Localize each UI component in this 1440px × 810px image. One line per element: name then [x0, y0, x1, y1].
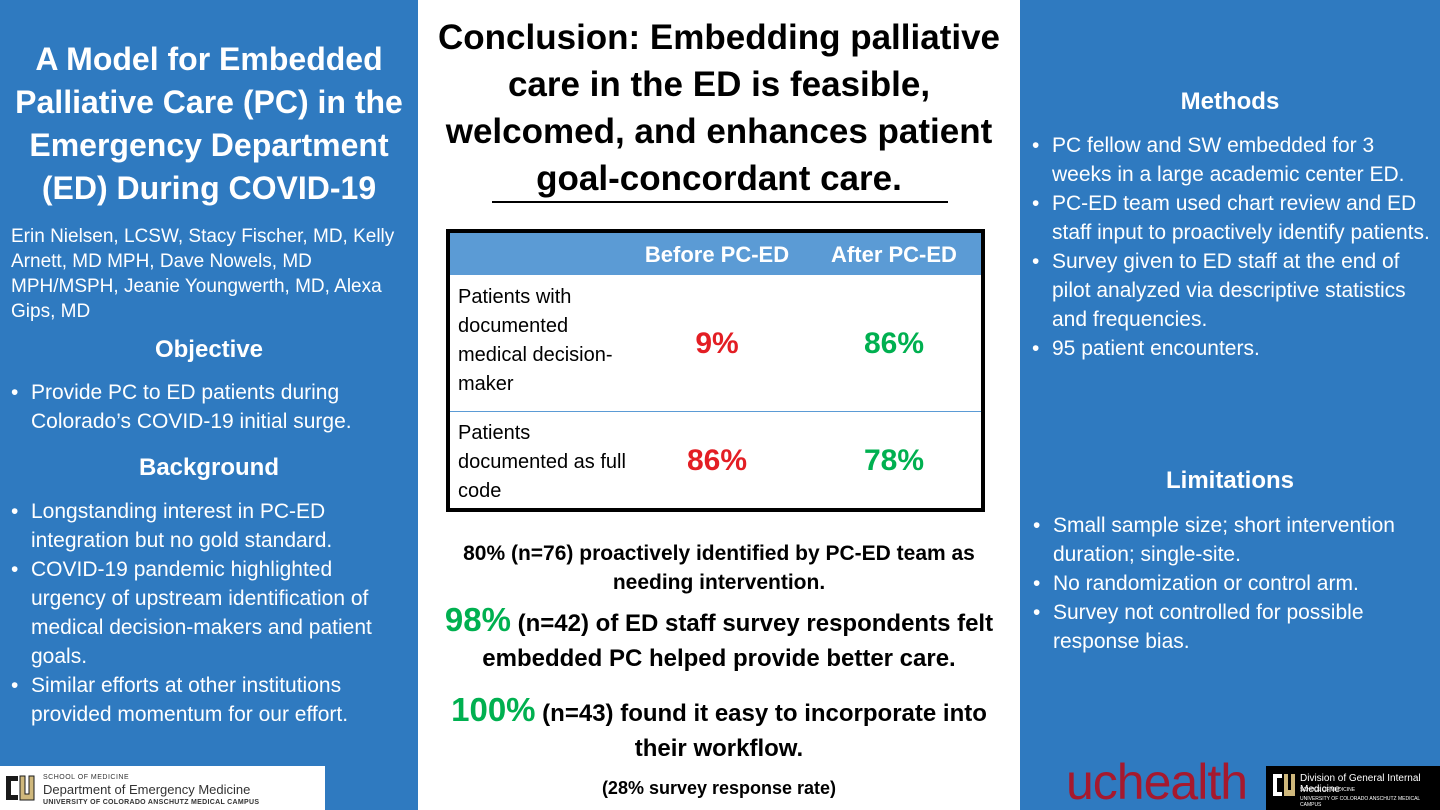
logo-department-label: Department of Emergency Medicine	[43, 782, 251, 797]
objective-list: Provide PC to ED patients during Colorad…	[11, 378, 411, 436]
cell-before-decision-maker: 9%	[695, 327, 739, 360]
stat-easy-workflow-text: (n=43) found it easy to incorporate into…	[535, 700, 987, 762]
column-header-before: Before PC-ED	[644, 242, 790, 267]
stat-better-care-percent: 98%	[444, 601, 511, 638]
cell-after-full-code: 78%	[863, 444, 925, 477]
objective-heading: Objective	[154, 336, 264, 363]
limitations-heading: Limitations	[1165, 467, 1294, 494]
cu-logo-icon	[1273, 774, 1295, 796]
list-item: Longstanding interest in PC-ED integrati…	[11, 497, 411, 555]
row-divider	[450, 411, 981, 412]
list-item: 95 patient encounters.	[1032, 334, 1430, 363]
stat-better-care-text: (n=42) of ED staff survey respondents fe…	[482, 610, 994, 672]
methods-list: PC fellow and SW embedded for 3 weeks in…	[1032, 131, 1430, 363]
author-list: Erin Nielsen, LCSW, Stacy Fischer, MD, K…	[11, 226, 395, 322]
cu-logo-icon	[3, 772, 35, 804]
column-header-after: After PC-ED	[831, 242, 957, 267]
center-panel: Conclusion: Embedding palliative care in…	[418, 0, 1020, 810]
limitations-list: Small sample size; short intervention du…	[1033, 511, 1430, 656]
list-item: Small sample size; short intervention du…	[1033, 511, 1430, 569]
logo-campus-label: UNIVERSITY OF COLORADO ANSCHUTZ MEDICAL …	[43, 799, 260, 806]
list-item: PC-ED team used chart review and ED staf…	[1032, 189, 1430, 247]
survey-footnote: (28% survey response rate)	[601, 778, 837, 798]
stat-easy-workflow: 100% (n=43) found it easy to incorporate…	[428, 692, 1010, 766]
dgim-division-label: Division of General Internal Medicine	[1300, 773, 1421, 795]
cell-before-full-code: 86%	[686, 444, 748, 477]
stat-better-care: 98% (n=42) of ED staff survey respondent…	[428, 602, 1010, 676]
stat-proactive-identification: 80% (n=76) proactively identified by PC-…	[463, 542, 975, 594]
table-header-row: Before PC-ED After PC-ED	[450, 233, 981, 275]
methods-heading: Methods	[1180, 88, 1280, 115]
background-list: Longstanding interest in PC-ED integrati…	[11, 497, 411, 729]
right-panel: Methods PC fellow and SW embedded for 3 …	[1020, 0, 1440, 810]
list-item: PC fellow and SW embedded for 3 weeks in…	[1032, 131, 1430, 189]
stat-easy-workflow-percent: 100%	[451, 691, 536, 728]
cell-after-decision-maker: 86%	[863, 327, 925, 360]
list-item: Survey given to ED staff at the end of p…	[1032, 247, 1430, 334]
logo-school-label: SCHOOL OF MEDICINE	[43, 774, 130, 781]
row-label-full-code: Patients documented as full code	[458, 422, 626, 502]
divider	[492, 201, 948, 203]
background-heading: Background	[138, 454, 279, 481]
list-item: Provide PC to ED patients during Colorad…	[11, 378, 411, 436]
dgim-campus-label: UNIVERSITY OF COLORADO ANSCHUTZ MEDICAL …	[1300, 796, 1421, 808]
results-table: Before PC-ED After PC-ED Patients with d…	[446, 229, 985, 512]
list-item: Survey not controlled for possible respo…	[1033, 598, 1430, 656]
list-item: COVID-19 pandemic highlighted urgency of…	[11, 555, 411, 671]
poster-title: A Model for Embedded Palliative Care (PC…	[15, 41, 403, 206]
conclusion-statement: Conclusion: Embedding palliative care in…	[438, 18, 1000, 198]
list-item: Similar efforts at other institutions pr…	[11, 671, 411, 729]
left-panel: A Model for Embedded Palliative Care (PC…	[0, 0, 418, 810]
emergency-medicine-logo: SCHOOL OF MEDICINE Department of Emergen…	[0, 766, 325, 810]
row-label-decision-maker: Patients with documented medical decisio…	[458, 286, 613, 395]
uchealth-logo: uchealth	[1066, 754, 1248, 810]
dgim-school-label: SCHOOL OF MEDICINE	[1300, 787, 1356, 793]
dgim-logo: Division of General Internal Medicine SC…	[1266, 766, 1440, 810]
list-item: No randomization or control arm.	[1033, 569, 1430, 598]
